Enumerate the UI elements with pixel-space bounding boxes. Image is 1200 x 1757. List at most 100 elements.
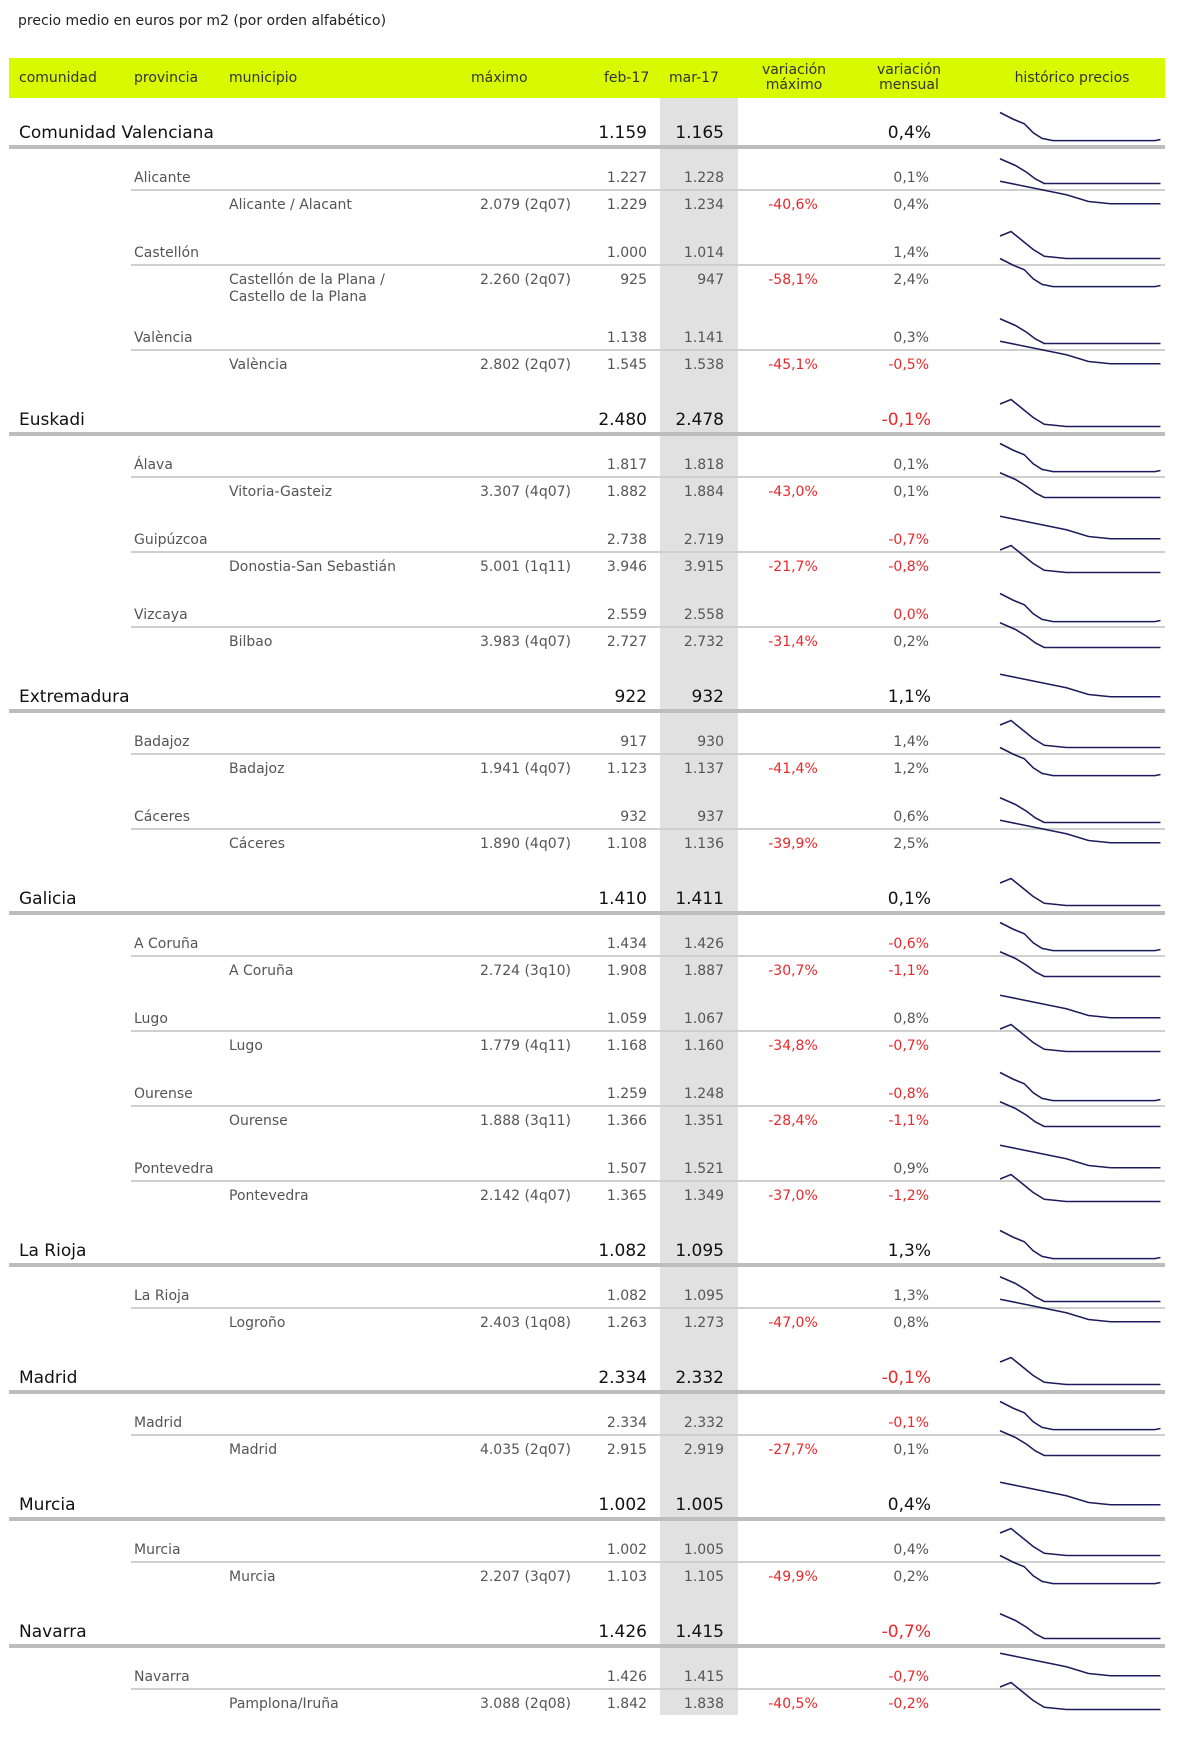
feb-value: 1.410 <box>598 889 647 909</box>
feb-value: 2.480 <box>598 410 647 430</box>
mar-value: 1.351 <box>683 1113 724 1129</box>
mar-value: 947 <box>697 272 724 288</box>
maximo-value: 2.207 (3q07) <box>479 1569 571 1585</box>
variacion-maximo-value: -37,0% <box>768 1188 818 1204</box>
comunidad-name: Madrid <box>19 1368 78 1388</box>
price-history-sparkline <box>999 994 1161 1019</box>
mar-value: 1.426 <box>683 936 724 952</box>
price-history-sparkline <box>999 442 1161 473</box>
maximo-value: 1.890 (4q07) <box>479 836 571 852</box>
feb-value: 1.908 <box>606 963 647 979</box>
maximo-value: 1.941 (4q07) <box>479 761 571 777</box>
mar-value: 1.248 <box>683 1086 724 1102</box>
price-history-sparkline <box>999 1144 1161 1169</box>
mar-value: 1.141 <box>683 330 724 346</box>
mar-value: 3.915 <box>683 559 724 575</box>
variacion-mensual-value: 0,4% <box>893 1542 929 1558</box>
variacion-maximo-value: -27,7% <box>768 1442 818 1458</box>
row-divider <box>131 1105 1165 1107</box>
feb-value: 1.168 <box>606 1038 647 1054</box>
mar-value: 1.105 <box>683 1569 724 1585</box>
row-divider <box>131 349 1165 351</box>
row-divider <box>9 709 1165 713</box>
mar-value: 2.732 <box>683 634 724 650</box>
mar-value: 937 <box>697 809 724 825</box>
maximo-value: 1.888 (3q11) <box>479 1113 571 1129</box>
provincia-name: Cáceres <box>134 809 191 825</box>
row-divider <box>131 955 1165 957</box>
municipio-name: Pamplona/Iruña <box>229 1696 339 1712</box>
municipio-name: Pontevedra <box>229 1188 309 1204</box>
maximo-value: 2.260 (2q07) <box>479 272 571 288</box>
header-variacion-mensual: variación mensual <box>869 63 949 93</box>
table-header: comunidad provincia municipio máximo feb… <box>9 58 1165 98</box>
variacion-mensual-value: 2,4% <box>893 272 929 288</box>
mar-value: 2.478 <box>675 410 724 430</box>
municipio-name: Madrid <box>229 1442 278 1458</box>
feb-value: 917 <box>620 734 647 750</box>
variacion-mensual-value: -0,6% <box>888 936 929 952</box>
feb-value: 1.108 <box>606 836 647 852</box>
variacion-maximo-value: -49,9% <box>768 1569 818 1585</box>
header-comunidad: comunidad <box>19 70 97 86</box>
mar-value: 932 <box>691 687 724 707</box>
provincia-name: Álava <box>134 457 173 473</box>
mar-value: 1.136 <box>683 836 724 852</box>
variacion-mensual-value: 0,2% <box>893 1569 929 1585</box>
feb-value: 1.426 <box>606 1669 647 1685</box>
maximo-value: 2.403 (1q08) <box>479 1315 571 1331</box>
provincia-name: Ourense <box>134 1086 193 1102</box>
header-variacion-mensual-line2: mensual <box>879 77 939 93</box>
header-variacion-maximo-line1: variación <box>761 62 827 78</box>
price-history-sparkline <box>999 1276 1161 1303</box>
mar-value: 1.838 <box>683 1696 724 1712</box>
feb-value: 2.915 <box>606 1442 647 1458</box>
provincia-name: Murcia <box>134 1542 181 1558</box>
price-history-sparkline <box>999 257 1161 288</box>
variacion-mensual-value: -1,2% <box>888 1188 929 1204</box>
mar-value: 1.234 <box>683 197 724 213</box>
header-historico: histórico precios <box>1014 70 1130 86</box>
row-divider <box>131 626 1165 628</box>
feb-value: 1.545 <box>606 357 647 373</box>
feb-value: 1.082 <box>598 1241 647 1261</box>
header-maximo: máximo <box>471 70 528 86</box>
mar-value: 2.719 <box>683 532 724 548</box>
municipio-name: Alicante / Alacant <box>229 197 352 213</box>
feb-value: 2.559 <box>606 607 647 623</box>
municipio-name-line2: Castello de la Plana <box>229 289 367 305</box>
feb-value: 2.738 <box>606 532 647 548</box>
variacion-mensual-value: 0,1% <box>893 170 929 186</box>
price-history-sparkline <box>999 1298 1161 1323</box>
feb-value: 1.159 <box>598 123 647 143</box>
header-feb: feb-17 <box>604 70 650 86</box>
header-municipio: municipio <box>229 70 298 86</box>
maximo-value: 2.802 (2q07) <box>479 357 571 373</box>
price-history-sparkline <box>999 158 1161 185</box>
row-divider <box>9 1263 1165 1267</box>
price-history-sparkline <box>999 1101 1161 1128</box>
provincia-name: Badajoz <box>134 734 190 750</box>
mar-value: 1.005 <box>683 1542 724 1558</box>
row-divider <box>131 828 1165 830</box>
feb-value: 1.059 <box>606 1011 647 1027</box>
variacion-mensual-value: 0,4% <box>887 123 931 143</box>
feb-value: 1.507 <box>606 1161 647 1177</box>
price-history-sparkline <box>999 719 1161 749</box>
feb-value: 1.000 <box>606 245 647 261</box>
maximo-value: 2.724 (3q10) <box>479 963 571 979</box>
price-history-sparkline <box>999 230 1161 260</box>
provincia-name: Navarra <box>134 1669 190 1685</box>
mar-value: 2.332 <box>683 1415 724 1431</box>
feb-value: 2.334 <box>598 1368 647 1388</box>
provincia-name: Vizcaya <box>134 607 188 623</box>
provincia-name: Lugo <box>134 1011 168 1027</box>
feb-value: 922 <box>614 687 647 707</box>
row-divider <box>131 1307 1165 1309</box>
comunidad-name: Euskadi <box>19 410 85 430</box>
feb-value: 1.842 <box>606 1696 647 1712</box>
row-divider <box>131 264 1165 266</box>
header-provincia: provincia <box>134 70 199 86</box>
provincia-name: Guipúzcoa <box>134 532 208 548</box>
variacion-mensual-value: 0,2% <box>893 634 929 650</box>
